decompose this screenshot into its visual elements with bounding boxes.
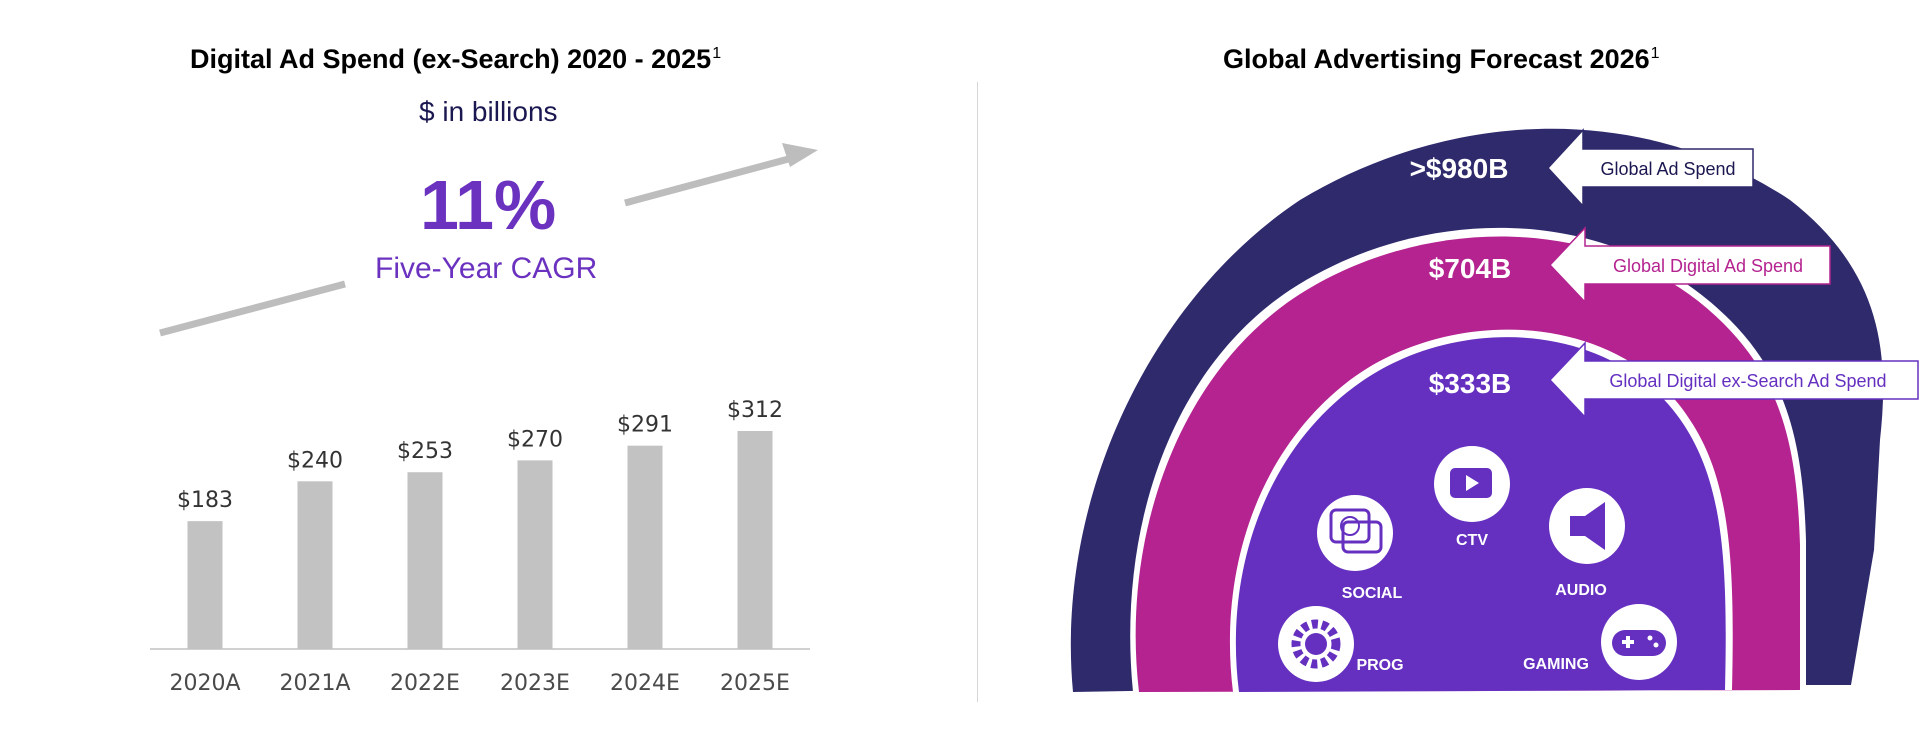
social-chat-bubble-front — [1329, 508, 1371, 544]
cagr-value: 11% — [420, 166, 557, 244]
growth-arrow-head — [782, 143, 818, 167]
left-title-footnote: 1 — [712, 45, 722, 62]
ctv-label: CTV — [1456, 532, 1488, 549]
bar-2023E — [517, 460, 553, 649]
callout-arrow-ex-search-ad-spend — [1548, 341, 1919, 419]
bar-value-label: $312 — [727, 398, 783, 423]
callout-arrow-global-ad-spend — [1546, 128, 1754, 208]
x-tick-label: 2022E — [390, 671, 460, 696]
bar-2024E — [627, 445, 663, 649]
callout-text-global-ad-spend: Global Ad Spend — [1600, 159, 1735, 179]
bar-value-label: $253 — [397, 439, 453, 464]
x-tick-label: 2025E — [720, 671, 790, 696]
bar-2020A — [187, 521, 223, 649]
gaming-label: GAMING — [1523, 656, 1589, 673]
x-tick-label: 2020A — [169, 671, 240, 696]
gaming-channel: GAMING — [1523, 604, 1677, 680]
gamepad-dpad-v — [1626, 636, 1630, 648]
bar-value-label: $291 — [617, 413, 673, 438]
prog-label: PROG — [1356, 657, 1403, 674]
social-globe-shape — [1340, 516, 1360, 536]
prog-channel: PROG — [1278, 606, 1404, 682]
social-chat-bubble-back — [1341, 520, 1383, 554]
callout-global-digital-ad-spend: Global Digital Ad Spend — [1548, 226, 1831, 304]
bar-2025E — [737, 431, 773, 649]
x-tick-label: 2023E — [500, 671, 570, 696]
growth-arrow-segment-lower — [159, 280, 346, 337]
audio-channel: AUDIO — [1549, 488, 1625, 599]
audio-label: AUDIO — [1555, 582, 1607, 599]
ring-value-global-ad-spend: >$980B — [1410, 153, 1509, 184]
callout-arrow-global-digital-ad-spend — [1548, 226, 1831, 304]
callout-text-global-digital-ad-spend: Global Digital Ad Spend — [1613, 256, 1803, 276]
right-title-footnote: 1 — [1650, 45, 1660, 62]
bar-series: $183 2020A $240 2021A $253 2022E $270 2023E $291… — [169, 398, 789, 696]
panel-divider — [977, 82, 978, 702]
bar-value-label: $270 — [507, 427, 563, 452]
callout-ex-search-ad-spend: Global Digital ex-Search Ad Spend — [1548, 341, 1919, 419]
gamepad-button-a — [1647, 635, 1653, 641]
ring-value-global-digital-ad-spend: $704B — [1429, 253, 1512, 284]
gamepad-button-b — [1653, 642, 1659, 648]
callout-global-ad-spend: Global Ad Spend — [1546, 128, 1754, 208]
nested-rings — [1070, 128, 1884, 693]
growth-arrow — [159, 143, 818, 337]
gear-hub-shape — [1305, 633, 1327, 655]
ring-value-ex-search-ad-spend: $333B — [1429, 368, 1512, 399]
x-tick-label: 2024E — [610, 671, 680, 696]
social-label: SOCIAL — [1342, 585, 1403, 602]
ring-value-labels: >$980B $704B $333B — [1410, 153, 1512, 399]
bar-value-label: $240 — [287, 448, 343, 473]
bar-2021A — [297, 481, 333, 649]
growth-arrow-segment-upper — [624, 153, 797, 207]
gear-teeth-shape — [1291, 619, 1341, 669]
callout-text-ex-search-ad-spend: Global Digital ex-Search Ad Spend — [1609, 371, 1886, 391]
social-channel: SOCIAL — [1317, 495, 1402, 602]
cagr-label: Five-Year CAGR — [375, 252, 598, 285]
bar-value-label: $183 — [177, 488, 233, 513]
bar-2022E — [407, 472, 443, 649]
gamepad-body-shape — [1612, 630, 1666, 656]
x-tick-label: 2021A — [279, 671, 350, 696]
right-chart-title: Global Advertising Forecast 20261 — [1223, 44, 1660, 74]
callouts: Global Ad Spend Global Digital Ad Spend … — [1546, 128, 1919, 419]
channel-icons: CTV SOCIAL AUDIO PROG GAMING — [1278, 446, 1677, 682]
left-chart-title: Digital Ad Spend (ex-Search) 2020 - 2025… — [190, 44, 722, 74]
megaphone-shape — [1570, 502, 1605, 550]
ctv-play-triangle — [1466, 475, 1479, 491]
ctv-channel: CTV — [1434, 446, 1510, 549]
left-chart-subtitle: $ in billions — [419, 96, 558, 127]
